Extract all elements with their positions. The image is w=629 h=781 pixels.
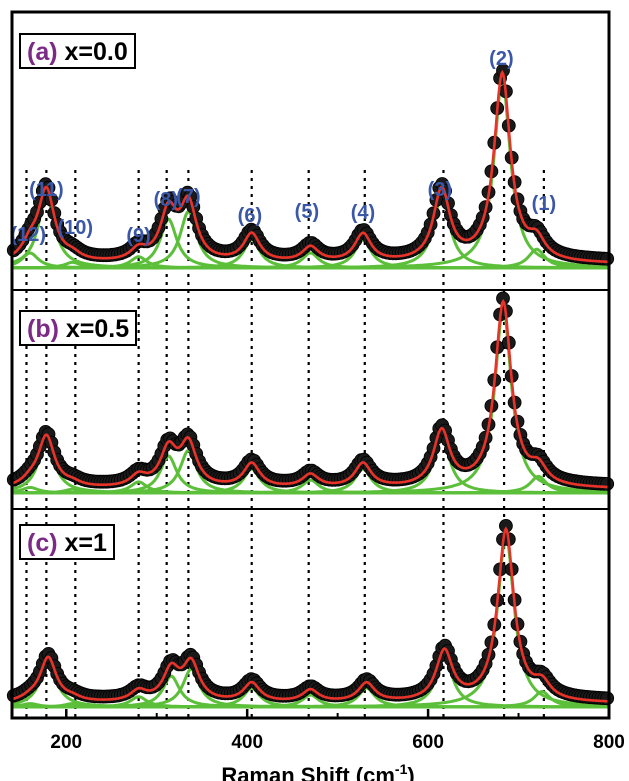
total-fit-line <box>11 69 609 264</box>
x-tick-label: 200 <box>50 732 82 753</box>
mode-label: (8) <box>154 189 178 211</box>
x-axis: 200 400 600 800 <box>50 709 625 753</box>
panel-spectrum <box>6 519 615 709</box>
panel-label-a: (a) x=0.0 <box>19 33 136 69</box>
mode-label: (5) <box>295 201 319 223</box>
panel-tag: (c) <box>27 529 58 557</box>
plot-border <box>10 10 611 720</box>
panel-composition: x=0.0 <box>64 38 128 66</box>
mode-label: (7) <box>176 186 200 208</box>
mode-label: (1) <box>532 193 556 215</box>
experimental-point <box>600 251 615 266</box>
mode-label: (12) <box>11 224 47 246</box>
total-fit-line <box>11 526 609 703</box>
mode-labels: (12) (11) (10) (9)(8)(7) (6) (5) (4) (3) (2) (1) <box>11 48 557 247</box>
mode-label: (9) <box>126 225 150 247</box>
mode-label: (6) <box>238 205 262 227</box>
mode-label: (11) <box>29 179 63 201</box>
experimental-point <box>600 476 615 491</box>
component-peak-fit <box>12 247 610 270</box>
mode-label: (10) <box>58 217 94 239</box>
experimental-point <box>600 691 615 706</box>
plot-frame <box>10 10 611 720</box>
panel-composition: x=1 <box>64 529 107 557</box>
x-tick-label: 400 <box>231 732 263 753</box>
panel-spectrum <box>6 291 615 495</box>
panel-label-c: (c) x=1 <box>19 524 115 560</box>
panel-spectrum <box>6 63 615 270</box>
component-peak-fit <box>12 690 609 709</box>
x-tick-label: 600 <box>412 732 444 753</box>
component-peak-fit <box>12 474 609 495</box>
panel-tag: (b) <box>27 315 59 343</box>
panel-label-b: (b) x=0.5 <box>19 310 138 346</box>
experimental-point <box>498 519 513 533</box>
mode-label: (4) <box>351 202 375 224</box>
mode-label: (3) <box>428 179 452 201</box>
total-fit-line <box>11 298 609 489</box>
panel-tag: (a) <box>27 38 58 66</box>
panel-composition: x=0.5 <box>65 315 130 343</box>
spectra-panels <box>6 63 615 709</box>
mode-label: (2) <box>489 48 513 70</box>
x-axis-title: Raman Shift (cm-1) <box>221 761 414 781</box>
x-tick-label: 800 <box>593 732 625 753</box>
